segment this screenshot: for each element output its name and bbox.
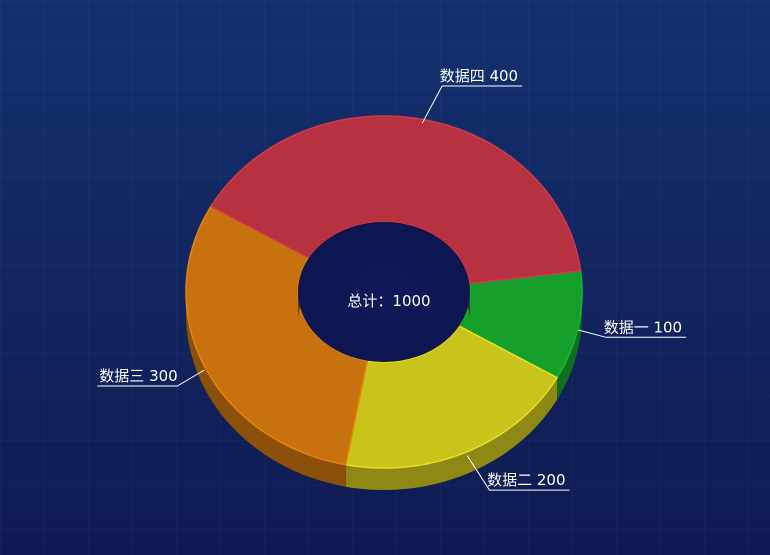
slice-3[interactable] <box>185 205 369 466</box>
slice-3-label: 数据三 300 <box>99 367 177 385</box>
slice-3-leader-line <box>97 369 205 387</box>
slice-4-leader-line <box>421 85 523 124</box>
slice-2[interactable] <box>344 325 559 469</box>
slice-2-label: 数据二 200 <box>487 471 565 489</box>
slice-2-side <box>345 377 557 490</box>
slice-4-label: 数据四 400 <box>440 67 518 85</box>
slice-1-leader-line <box>578 329 687 338</box>
slice-3-side <box>186 292 346 487</box>
center-total-label: 总计：1000 <box>347 292 430 310</box>
slice-2-leader-line <box>466 455 570 491</box>
slice-1-label: 数据一 100 <box>604 318 682 336</box>
slice-1-side <box>557 292 582 400</box>
donut-hole <box>298 222 470 362</box>
